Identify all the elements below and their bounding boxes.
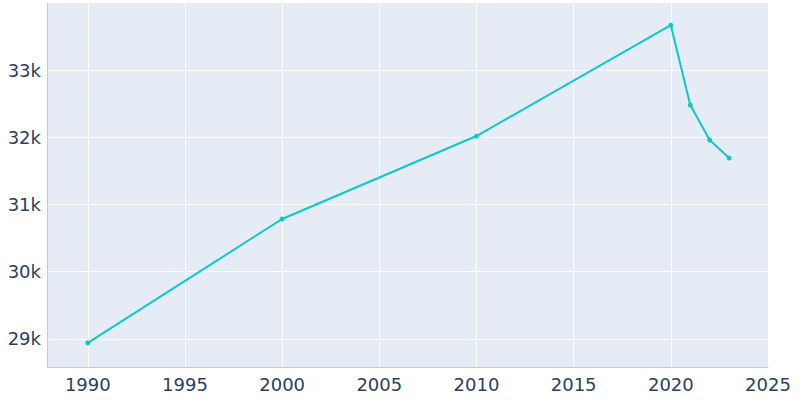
- svg-text:2025: 2025: [745, 374, 791, 395]
- svg-text:1990: 1990: [65, 374, 111, 395]
- svg-text:2000: 2000: [259, 374, 305, 395]
- svg-text:2015: 2015: [551, 374, 597, 395]
- svg-text:32k: 32k: [8, 127, 42, 148]
- svg-text:33k: 33k: [8, 60, 42, 81]
- svg-text:30k: 30k: [8, 261, 42, 282]
- svg-text:1995: 1995: [162, 374, 208, 395]
- svg-text:2020: 2020: [648, 374, 694, 395]
- svg-text:2005: 2005: [356, 374, 402, 395]
- svg-text:2010: 2010: [454, 374, 500, 395]
- svg-text:31k: 31k: [8, 194, 42, 215]
- svg-text:29k: 29k: [8, 328, 42, 349]
